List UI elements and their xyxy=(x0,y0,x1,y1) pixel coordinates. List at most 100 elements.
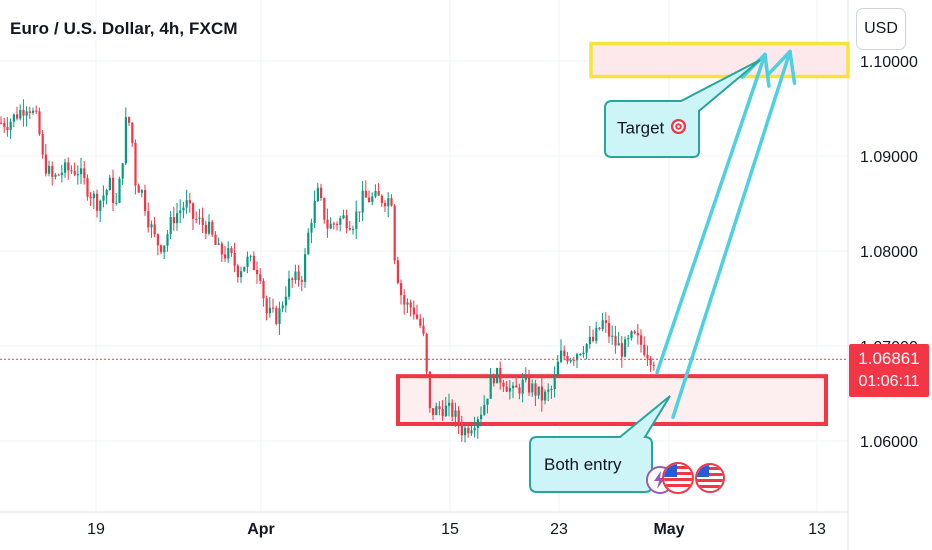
candle-body xyxy=(400,283,403,296)
target-zone xyxy=(589,41,850,79)
projection-arrow-shaft xyxy=(671,49,792,419)
candle-body xyxy=(54,174,57,177)
candle-body xyxy=(272,307,275,309)
candle-body xyxy=(310,222,313,233)
entry-zone xyxy=(396,374,828,426)
candle-body xyxy=(144,190,147,212)
candle-body xyxy=(118,178,121,203)
candles xyxy=(0,99,655,443)
candle-body xyxy=(35,110,38,112)
candle-body xyxy=(188,200,191,204)
candle-body xyxy=(297,271,300,281)
candle-body xyxy=(544,391,547,401)
callouts xyxy=(529,59,761,493)
candle-body xyxy=(147,211,150,228)
candle-body xyxy=(508,388,511,392)
candle-body xyxy=(281,305,284,309)
candle-body xyxy=(428,371,431,409)
candle-body xyxy=(217,243,220,245)
candle-body xyxy=(108,177,111,191)
candle-body xyxy=(6,127,9,130)
candle-body xyxy=(137,185,140,193)
candle-body xyxy=(624,339,627,357)
candle-body xyxy=(307,232,310,255)
entry-callout-shape xyxy=(529,395,671,493)
chart-grid xyxy=(0,0,849,550)
candle-body xyxy=(464,427,467,436)
projection-arrow-head xyxy=(788,49,797,85)
candle-body xyxy=(153,224,156,235)
price-tick-label: 1.06000 xyxy=(860,434,918,451)
candle-body xyxy=(524,377,527,380)
candle-body xyxy=(518,387,521,394)
projection-arrow-shaft xyxy=(655,52,767,375)
candle-body xyxy=(134,142,137,186)
candle-body xyxy=(438,406,441,410)
currency-button[interactable]: USD xyxy=(856,8,906,50)
candle-body xyxy=(19,109,22,119)
candle-body xyxy=(646,354,649,359)
us-flag-icon[interactable] xyxy=(695,463,725,493)
projection-arrow-head xyxy=(763,52,771,88)
candle-body xyxy=(227,248,230,259)
candle-body xyxy=(64,162,67,173)
candle-body xyxy=(96,193,99,211)
candle-body xyxy=(9,121,12,130)
candle-body xyxy=(553,375,556,390)
us-flag-icon[interactable] xyxy=(662,462,694,494)
candle-body xyxy=(604,320,607,324)
candle-body xyxy=(601,320,604,330)
candle-body xyxy=(204,224,207,234)
candle-body xyxy=(22,109,25,116)
candle-body xyxy=(3,122,6,128)
candle-body xyxy=(249,255,252,257)
candle-body xyxy=(390,198,393,206)
candle-body xyxy=(313,201,316,223)
candle-body xyxy=(576,354,579,361)
candle-body xyxy=(67,162,70,171)
price-tick-label: 1.09000 xyxy=(860,149,918,166)
chart-title: Euro / U.S. Dollar, 4h, FXCM xyxy=(10,19,238,38)
candle-body xyxy=(582,352,585,354)
candle-body xyxy=(246,256,249,267)
candle-body xyxy=(406,302,409,305)
time-tick-label: 15 xyxy=(441,521,459,538)
candle-body xyxy=(278,308,281,324)
candle-body xyxy=(198,217,201,219)
candle-body xyxy=(169,217,172,235)
candle-body xyxy=(387,198,390,207)
candle-body xyxy=(444,405,447,417)
candle-body xyxy=(377,191,380,196)
candle-body xyxy=(611,335,614,337)
candle-body xyxy=(441,409,444,417)
time-tick-label: May xyxy=(653,521,684,538)
candle-body xyxy=(224,254,227,259)
candle-body xyxy=(550,389,553,391)
entry-callout[interactable]: Both entry xyxy=(544,455,622,474)
candle-body xyxy=(403,295,406,305)
target-callout-shape xyxy=(604,59,761,158)
target-callout[interactable]: Target xyxy=(617,118,687,140)
candle-body xyxy=(201,217,204,225)
candle-body xyxy=(342,215,345,219)
candle-body xyxy=(294,271,297,281)
candle-body xyxy=(480,414,483,420)
candle-body xyxy=(192,203,195,219)
candle-body xyxy=(25,111,28,116)
candle-body xyxy=(476,419,479,428)
time-axis[interactable]: 19 Apr 15 23 May 13 xyxy=(87,521,826,538)
candle-body xyxy=(316,187,319,202)
candle-body xyxy=(502,382,505,387)
candle-body xyxy=(470,430,473,434)
candle-body xyxy=(384,203,387,207)
candle-body xyxy=(556,361,559,376)
candle-body xyxy=(457,410,460,425)
candle-body xyxy=(28,111,31,113)
candle-body xyxy=(364,190,367,198)
candle-body xyxy=(160,245,163,253)
candle-body xyxy=(41,134,44,155)
candle-body xyxy=(371,196,374,203)
candle-body xyxy=(467,427,470,434)
candle-body xyxy=(12,114,15,122)
